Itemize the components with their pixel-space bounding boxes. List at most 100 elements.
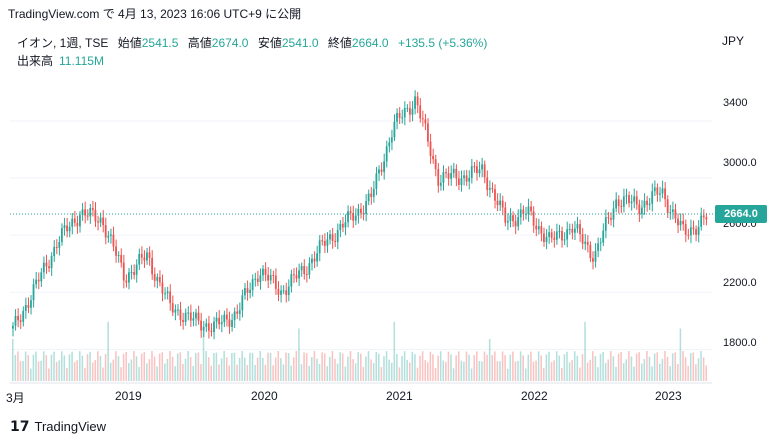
volume-bar	[421, 351, 424, 381]
candle-body	[548, 232, 550, 237]
candle-body	[14, 315, 17, 326]
candle-body	[256, 278, 259, 282]
candle-body	[625, 195, 628, 197]
candle-body	[30, 300, 32, 308]
candle-body	[66, 225, 68, 232]
price-axis-label: 3000.0	[723, 157, 757, 169]
volume-bar	[285, 352, 287, 381]
candle-body	[326, 239, 329, 246]
volume-bar	[184, 358, 187, 381]
candle-body	[640, 207, 643, 215]
candle-body	[607, 217, 610, 219]
volume-bar	[76, 360, 78, 381]
volume-bar	[308, 365, 310, 381]
candle-body	[146, 252, 148, 261]
candle-body	[274, 275, 277, 289]
volume-bar	[540, 355, 542, 381]
volume-bar	[166, 358, 169, 381]
candle-body	[290, 274, 293, 287]
volume-bar	[372, 363, 375, 381]
volume-bar	[176, 353, 179, 381]
volume-bar	[244, 357, 246, 381]
candle-body	[628, 195, 630, 204]
candle-body	[12, 325, 14, 329]
candle-body	[120, 254, 123, 263]
close-value: 2664.0	[351, 36, 389, 50]
candle-body	[532, 211, 535, 226]
candle-body	[115, 246, 117, 256]
candle-body	[102, 217, 105, 226]
volume-bar	[357, 352, 359, 381]
volume-bar	[509, 354, 512, 381]
candle-body	[463, 175, 465, 179]
candle-body	[357, 208, 360, 216]
candle-body	[184, 312, 187, 323]
candle-body	[434, 159, 437, 170]
volume-bar	[17, 351, 19, 381]
volume-bar	[151, 351, 153, 381]
volume-bar	[233, 352, 236, 381]
volume-bar	[473, 355, 475, 381]
volume-bar	[210, 365, 213, 381]
volume-bar	[272, 365, 274, 381]
price-axis-label: 3400	[723, 97, 748, 109]
volume-bar	[594, 356, 597, 381]
volume-bar	[635, 353, 638, 381]
volume-bar	[238, 357, 241, 381]
volume-bar	[86, 354, 89, 381]
volume-bar	[579, 367, 581, 381]
volume-bar	[164, 363, 166, 381]
candle-body	[457, 178, 460, 185]
volume-bar	[174, 366, 176, 381]
candle-body	[365, 201, 367, 214]
candle-body	[189, 312, 192, 321]
candle-body	[527, 206, 530, 215]
volume-bar	[434, 368, 437, 381]
volume-bar	[153, 356, 156, 381]
time-axis-label: 2021	[386, 389, 413, 403]
candle-body	[91, 208, 94, 210]
volume-bar	[390, 362, 393, 381]
volume-bar	[189, 356, 192, 381]
volume-bar	[50, 354, 53, 381]
candle-body	[506, 220, 509, 223]
volume-bar	[671, 353, 674, 381]
volume-bar	[30, 368, 32, 381]
volume-bar	[220, 358, 223, 381]
candle-body	[205, 323, 208, 327]
volume-bar	[231, 352, 233, 381]
volume-bar	[267, 352, 269, 381]
candle-body	[125, 280, 128, 283]
volume-bar	[602, 351, 604, 381]
volume-bar	[447, 351, 450, 381]
candle-body	[300, 266, 303, 271]
candle-body	[684, 224, 687, 235]
volume-bar	[280, 358, 282, 381]
candle-body	[543, 233, 545, 243]
candle-body	[176, 309, 179, 311]
candle-body	[488, 188, 491, 190]
candle-body	[597, 243, 599, 251]
candle-body	[316, 253, 318, 262]
volume-bar	[522, 355, 524, 381]
footer-brand[interactable]: 𝟭𝟳 TradingView	[10, 418, 106, 435]
candle-body	[555, 231, 558, 240]
volume-bar	[143, 352, 146, 381]
candle-body	[305, 273, 308, 275]
volume-bar	[465, 351, 468, 381]
candle-body	[298, 270, 300, 279]
candle-body	[267, 274, 270, 281]
candle-body	[303, 266, 306, 274]
candle-body	[166, 291, 169, 294]
volume-bar	[501, 351, 504, 381]
candle-body	[122, 262, 125, 281]
volume-bar	[416, 367, 419, 381]
candle-body	[233, 311, 236, 321]
candle-body	[220, 322, 223, 325]
candle-body	[524, 214, 527, 216]
volume-bar	[398, 367, 401, 381]
candle-body	[251, 279, 254, 290]
volume-bar	[66, 368, 68, 381]
candle-body	[339, 223, 342, 231]
